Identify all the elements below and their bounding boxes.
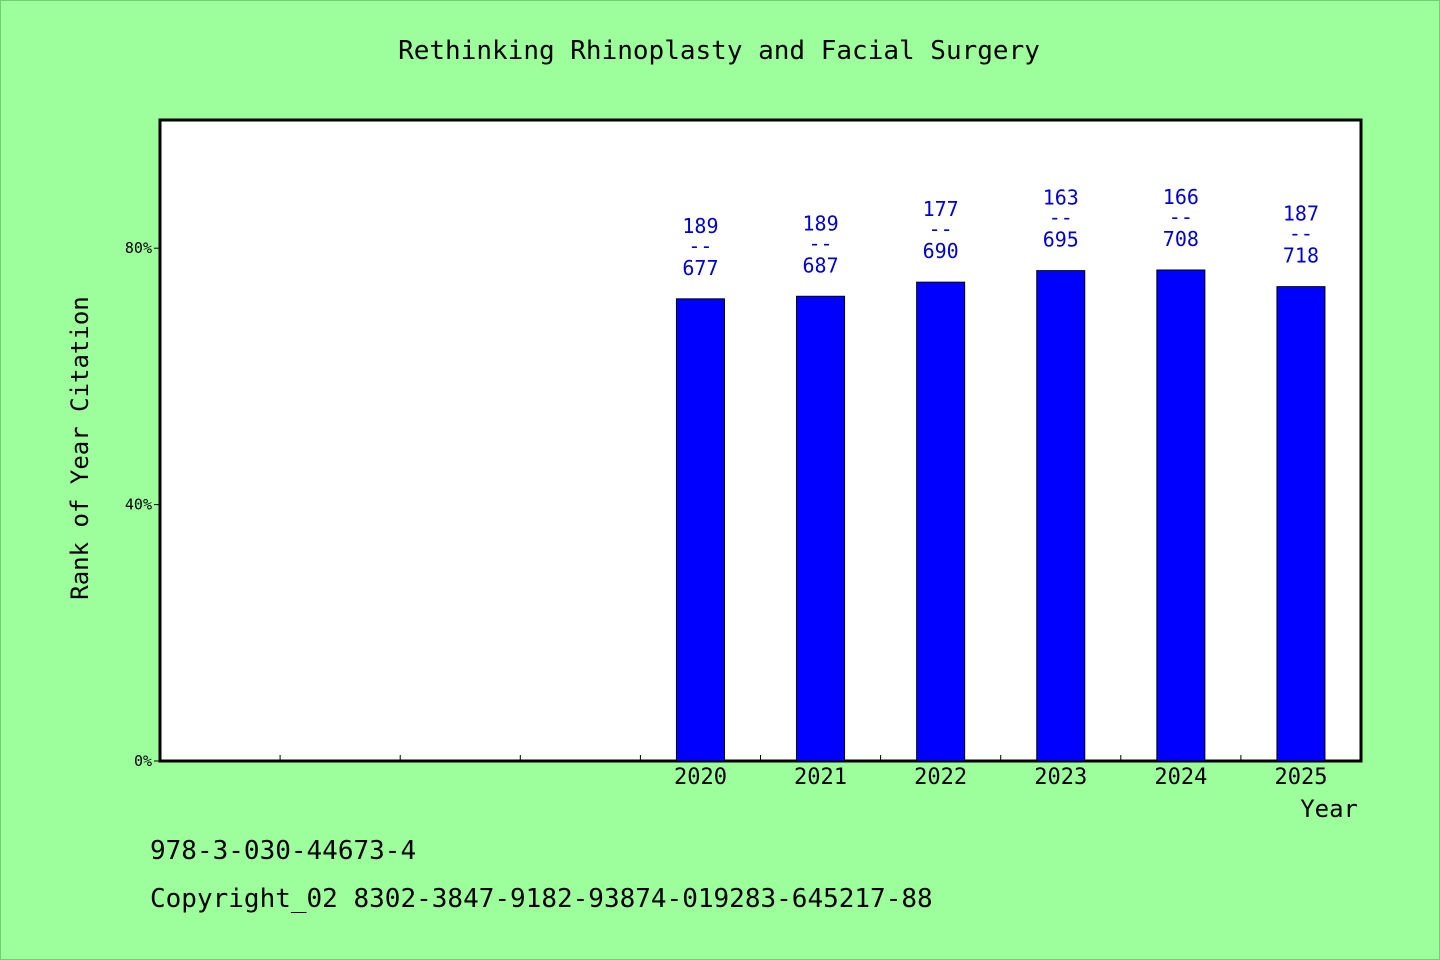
- y-tick-label: 0%: [134, 752, 152, 770]
- total-label: 690: [923, 239, 959, 263]
- rank-label: 177: [923, 197, 959, 221]
- total-label: 677: [682, 256, 718, 280]
- rank-label: 189: [802, 211, 838, 235]
- x-tick-label: 2024: [1154, 765, 1207, 790]
- bar-2025: [1276, 286, 1326, 762]
- x-tick-label: 2025: [1274, 765, 1327, 790]
- x-tick-label: 2023: [1034, 765, 1087, 790]
- rank-label: 163: [1043, 186, 1079, 210]
- total-label: 718: [1283, 244, 1319, 268]
- total-label: 708: [1163, 227, 1199, 251]
- y-tick-label: 40%: [125, 496, 152, 514]
- x-tick-label: 2020: [674, 765, 727, 790]
- rank-label: 166: [1163, 185, 1199, 209]
- y-axis: 0% 40% 80%: [125, 239, 160, 770]
- total-label: 687: [802, 253, 838, 277]
- bar-2022: [916, 281, 966, 762]
- bar-2020: [675, 298, 725, 762]
- isbn-text: 978-3-030-44673-4: [150, 836, 417, 866]
- x-tick-label: 2022: [914, 765, 967, 790]
- rank-label: 187: [1283, 202, 1319, 226]
- label-separator: --: [1169, 205, 1193, 229]
- x-axis-title: Year: [1300, 795, 1358, 823]
- y-tick-label: 80%: [125, 239, 152, 257]
- label-separator: --: [809, 231, 833, 255]
- bar-series: [675, 269, 1326, 762]
- bar-2024: [1156, 269, 1206, 762]
- rank-label: 189: [682, 214, 718, 238]
- x-axis: 2020 2021 2022 2023 2024 2025: [279, 755, 1327, 790]
- y-axis-title: Rank of Year Citation: [66, 296, 94, 599]
- label-separator: --: [1289, 222, 1313, 246]
- copyright-text: Copyright_02 8302-3847-9182-93874-019283…: [150, 884, 933, 914]
- label-separator: --: [929, 217, 953, 241]
- bar-2021: [796, 295, 846, 762]
- label-separator: --: [688, 234, 712, 258]
- chart-title: Rethinking Rhinoplasty and Facial Surger…: [398, 36, 1040, 66]
- label-separator: --: [1049, 206, 1073, 230]
- total-label: 695: [1043, 228, 1079, 252]
- x-tick-label: 2021: [794, 765, 847, 790]
- data-labels: 189--677189--687177--690163--695166--708…: [682, 185, 1319, 280]
- bar-2023: [1036, 270, 1086, 762]
